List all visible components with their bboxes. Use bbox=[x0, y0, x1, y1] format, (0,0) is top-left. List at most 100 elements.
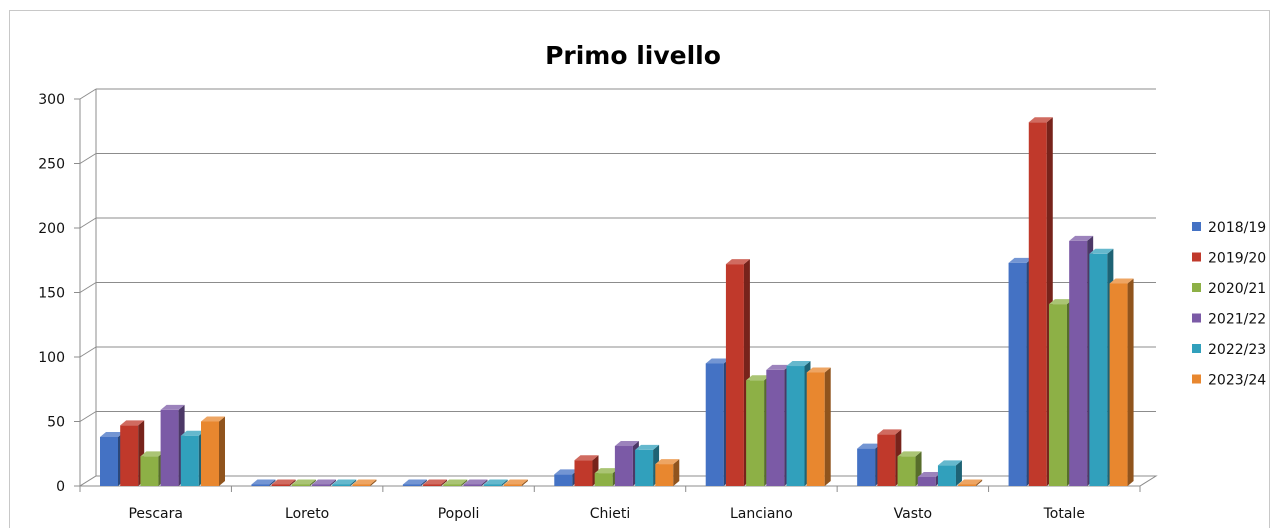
bar bbox=[1109, 278, 1134, 486]
legend-item: 2021/22 bbox=[1192, 312, 1266, 328]
legend-label: 2023/24 bbox=[1208, 373, 1266, 389]
bar-front bbox=[877, 434, 896, 486]
bar-top bbox=[1048, 299, 1073, 305]
bar-top bbox=[594, 468, 619, 474]
x-tick-labels: Pescara Loreto Popoli Chieti Lanciano Vasto To… bbox=[79, 486, 1141, 522]
bar-front bbox=[655, 464, 674, 486]
bar-top bbox=[120, 420, 145, 426]
bar-front bbox=[1048, 304, 1067, 486]
bar-side bbox=[481, 479, 488, 486]
bar-top bbox=[897, 451, 922, 457]
bar-front bbox=[1109, 283, 1128, 486]
bar-front bbox=[786, 366, 805, 486]
bar bbox=[655, 459, 680, 486]
bar-front bbox=[574, 460, 593, 486]
bar-top bbox=[423, 479, 448, 485]
bar-side bbox=[420, 479, 427, 486]
bar bbox=[201, 416, 225, 486]
bar-top bbox=[786, 361, 811, 367]
bar-top bbox=[725, 259, 750, 265]
bar-front bbox=[120, 425, 139, 486]
bar-side bbox=[976, 479, 983, 486]
bar-top bbox=[332, 479, 357, 485]
bar-top bbox=[352, 479, 377, 485]
bar-side bbox=[289, 479, 296, 486]
bar-top bbox=[806, 367, 831, 373]
bar-front bbox=[1069, 240, 1088, 486]
legend-swatch bbox=[1192, 374, 1201, 384]
bar-top bbox=[201, 416, 225, 422]
y-tick-label: 300 bbox=[38, 92, 65, 108]
bar-top bbox=[483, 479, 508, 485]
bar-side bbox=[824, 367, 831, 486]
gridline-depth bbox=[79, 153, 97, 164]
bar-front bbox=[332, 484, 351, 486]
bar-side bbox=[269, 479, 276, 486]
bar-front bbox=[554, 474, 573, 486]
bar-front bbox=[614, 446, 633, 486]
bar-top bbox=[443, 479, 468, 485]
x-tick-label: Vasto bbox=[894, 506, 932, 522]
bars bbox=[100, 117, 1134, 486]
bar bbox=[806, 367, 831, 486]
bar-front bbox=[594, 473, 613, 486]
legend-swatch bbox=[1192, 252, 1201, 262]
bar-top bbox=[877, 429, 902, 435]
bar-top bbox=[554, 469, 579, 475]
bar-top bbox=[1109, 278, 1134, 284]
bar bbox=[443, 479, 468, 486]
legend-item: 2018/19 bbox=[1192, 220, 1266, 236]
gridline-depth bbox=[79, 282, 97, 293]
legend-label: 2020/21 bbox=[1208, 281, 1266, 297]
bar-top bbox=[1008, 257, 1033, 263]
bar-front bbox=[857, 448, 876, 486]
bar-side bbox=[521, 479, 528, 486]
bar-side bbox=[350, 479, 357, 486]
gridline-depth bbox=[79, 217, 97, 229]
bar-front bbox=[160, 409, 179, 486]
bar-front bbox=[1028, 122, 1047, 486]
chart-title: Primo livello bbox=[545, 41, 721, 70]
bar-front bbox=[443, 484, 462, 486]
x-tick-label: Chieti bbox=[590, 506, 631, 522]
bar-front bbox=[352, 484, 371, 486]
bar-side bbox=[955, 460, 962, 486]
legend-item: 2023/24 bbox=[1192, 373, 1266, 389]
bar bbox=[291, 479, 316, 486]
gridline-depth bbox=[79, 411, 97, 422]
x-tick-label: Totale bbox=[1043, 506, 1085, 522]
bar bbox=[352, 479, 377, 486]
bar-front bbox=[705, 363, 724, 486]
bar-top bbox=[160, 404, 185, 410]
axes bbox=[78, 89, 1158, 487]
bar-front bbox=[271, 484, 290, 486]
legend-swatch bbox=[1192, 222, 1201, 231]
bar-front bbox=[251, 484, 270, 486]
bar-front bbox=[917, 476, 936, 486]
y-tick-labels: 0 50 100 150 200 250 300 bbox=[38, 92, 80, 495]
gridline-depth bbox=[79, 346, 97, 358]
bar-top bbox=[937, 460, 962, 466]
legend-item: 2022/23 bbox=[1192, 342, 1266, 358]
bar-front bbox=[806, 372, 825, 486]
bar-side bbox=[461, 479, 468, 486]
bar-top bbox=[574, 455, 599, 461]
bar-top bbox=[857, 443, 882, 449]
bar-top bbox=[100, 431, 124, 437]
bar-side bbox=[330, 479, 337, 486]
bar-front bbox=[766, 369, 785, 486]
bar-front bbox=[180, 435, 199, 486]
bar-top bbox=[655, 459, 680, 465]
legend: 2018/19 2019/20 2020/21 2021/22 2022/23 2023/… bbox=[1192, 220, 1266, 389]
grid bbox=[79, 88, 1156, 487]
bar-side bbox=[441, 479, 448, 486]
bar-front bbox=[201, 421, 219, 486]
legend-label: 2019/20 bbox=[1208, 251, 1266, 267]
bar-top bbox=[1028, 117, 1053, 123]
y-tick-label: 50 bbox=[47, 415, 65, 431]
bar bbox=[423, 479, 448, 486]
bar-front bbox=[402, 484, 421, 486]
legend-swatch bbox=[1192, 344, 1201, 353]
bar bbox=[463, 479, 488, 486]
bar-top bbox=[705, 358, 730, 364]
